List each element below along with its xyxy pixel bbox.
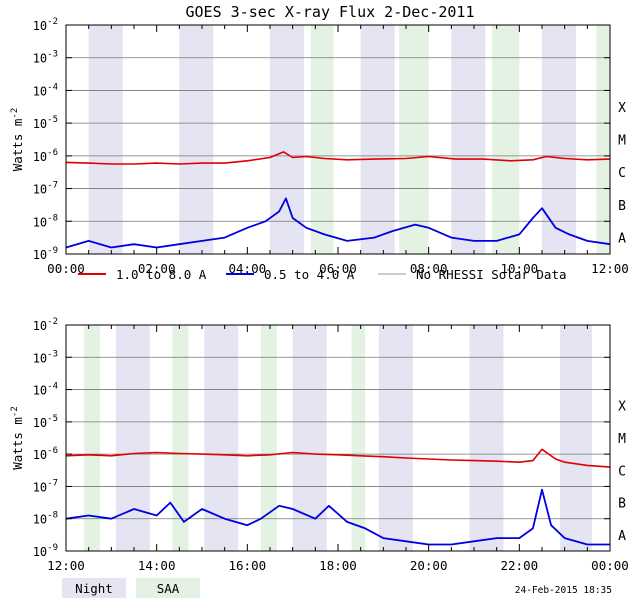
y-tick-label: 10-8: [33, 511, 58, 527]
saa-band: [492, 25, 520, 254]
saa-band: [172, 325, 189, 551]
flare-class-label: M: [618, 134, 626, 149]
y-tick-label: 10-7: [33, 181, 58, 197]
y-tick-label: 10-9: [33, 246, 58, 262]
x-tick-label: 14:00: [138, 558, 176, 573]
night-band: [88, 25, 123, 254]
saa-band: [351, 325, 366, 551]
night-band: [469, 325, 504, 551]
x-tick-label: 18:00: [319, 558, 357, 573]
night-band: [360, 25, 395, 254]
x-tick-label: 06:00: [319, 261, 357, 276]
flare-class-label: M: [618, 432, 626, 447]
x-tick-label: 12:00: [591, 261, 629, 276]
series-legend: 1.0 to 8.0 A 0.5 to 4.0 A No RHESSI Sola…: [78, 267, 567, 282]
y-tick-label: 10-3: [33, 50, 58, 66]
y-tick-label: 10-4: [33, 82, 58, 98]
x-tick-label: 12:00: [47, 558, 85, 573]
x-tick-label: 16:00: [229, 558, 267, 573]
x-tick-label: 00:00: [47, 261, 85, 276]
flare-class-label: C: [618, 464, 626, 479]
series-0.5-4A-line: [65, 197, 611, 249]
series-1-8A-line: [65, 151, 611, 165]
flare-class-label: A: [618, 529, 626, 544]
y-tick-label: 10-6: [33, 446, 58, 462]
band-legend: Night SAA: [62, 578, 200, 598]
flare-class-label: B: [618, 497, 626, 512]
saa-band: [260, 325, 277, 551]
series-1-8A-line: [65, 448, 611, 468]
x-tick-label: 04:00: [229, 261, 267, 276]
flare-class-label: X: [618, 400, 626, 415]
y-axis-label: Watts m-2: [10, 406, 25, 470]
night-band: [451, 25, 486, 254]
saa-band: [84, 325, 100, 551]
legend-high-label: 0.5 to 4.0 A: [264, 267, 355, 282]
night-band: [542, 25, 576, 254]
y-tick-label: 10-6: [33, 148, 58, 164]
x-tick-label: 22:00: [501, 558, 539, 573]
night-band: [378, 325, 413, 551]
y-axis-label: Watts m-2: [10, 108, 25, 172]
y-tick-label: 10-8: [33, 213, 58, 229]
legend-saa-swatch: [136, 578, 200, 598]
y-tick-label: 10-5: [33, 414, 58, 430]
x-tick-label: 08:00: [410, 261, 448, 276]
x-tick-label: 02:00: [138, 261, 176, 276]
legend-night-swatch: [62, 578, 126, 598]
night-band: [179, 25, 214, 254]
chart-title: GOES 3-sec X-ray Flux 2-Dec-2011: [186, 3, 475, 21]
saa-band: [399, 25, 429, 254]
legend-saa-label: SAA: [157, 581, 180, 596]
y-tick-label: 10-2: [33, 317, 58, 333]
night-band: [115, 325, 150, 551]
saa-band: [596, 25, 610, 254]
saa-band: [310, 25, 334, 254]
x-tick-label: 20:00: [410, 558, 448, 573]
chart-panel-1: 10-9 10-8 10-7 10-6 10-5 10-4 10-3 10-2 00:00 02:…: [10, 17, 629, 276]
legend-night-label: Night: [75, 581, 113, 596]
legend-low-label: 1.0 to 8.0 A: [116, 267, 207, 282]
y-tick-label: 10-2: [33, 17, 58, 33]
chart-panel-2: 10-9 10-8 10-7 10-6 10-5 10-4 10-3 10-2 12:00 14:…: [10, 317, 629, 573]
y-tick-label: 10-4: [33, 382, 58, 398]
night-band: [270, 25, 304, 254]
night-band: [560, 325, 592, 551]
flare-class-label: A: [618, 232, 626, 247]
plot-frame: [65, 24, 611, 255]
y-tick-label: 10-3: [33, 349, 58, 365]
x-tick-label: 10:00: [501, 261, 539, 276]
y-tick-label: 10-9: [33, 543, 58, 559]
timestamp: 24-Feb-2015 18:35: [515, 585, 612, 596]
x-tick-label: 00:00: [591, 558, 629, 573]
flare-class-label: X: [618, 101, 626, 116]
legend-gray-label: No RHESSI Solar Data: [416, 267, 567, 282]
y-tick-label: 10-7: [33, 478, 58, 494]
flare-class-label: C: [618, 166, 626, 181]
flare-class-label: B: [618, 199, 626, 214]
y-tick-label: 10-5: [33, 115, 58, 131]
series-0.5-4A-line: [65, 488, 610, 546]
